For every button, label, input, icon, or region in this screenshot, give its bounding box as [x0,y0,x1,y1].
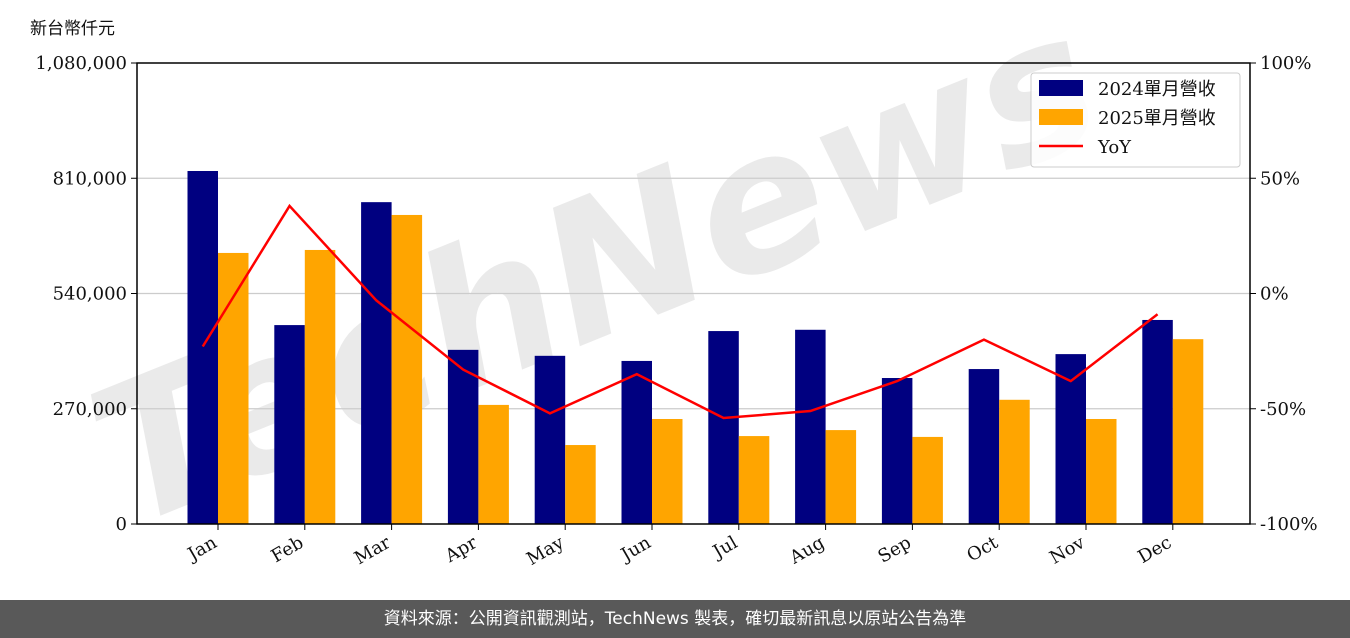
x-tick-label: May [523,532,568,570]
bar-2024單月營收-Aug [795,329,826,524]
x-tick-label: Nov [1046,532,1089,569]
x-tick-label: Feb [268,532,308,567]
bar-2025單月營收-Jul [738,436,770,524]
x-tick-label: Apr [441,532,481,567]
bar-2024單月營收-Apr [447,349,479,524]
y2-tick-label: 100% [1260,53,1311,74]
bar-2024單月營收-Mar [361,202,392,525]
y2-tick-label: 0% [1260,284,1289,305]
legend-label: 2024單月營收 [1098,79,1216,100]
bar-2025單月營收-Apr [478,404,509,524]
bar-2025單月營收-Jan [218,252,249,524]
legend: 2024單月營收 2025單月營收 YoY [1030,72,1241,168]
bar-2024單月營收-Jun [621,360,652,524]
bar-2025單月營收-Jun [652,418,683,524]
x-tick-label: Sep [875,532,915,567]
bar-2025單月營收-Aug [825,430,857,524]
source-footer: 資料來源：公開資訊觀測站，TechNews 製表，確切最新訊息以原站公告為準 [0,600,1350,638]
legend-label: YoY [1097,137,1132,158]
y-tick-label: 1,080,000 [35,53,127,74]
y-tick-label: 810,000 [53,168,127,189]
revenue-chart: TechNews0270,000540,000810,0001,080,000-… [35,0,1318,570]
y2-tick-label: -50% [1260,399,1306,420]
y-tick-label: 0 [116,514,127,535]
legend-box [1030,72,1241,168]
bar-2025單月營收-May [565,445,596,524]
y-tick-label: 540,000 [53,284,127,305]
legend-swatch [1039,109,1083,125]
bar-2025單月營收-Oct [999,399,1030,524]
bar-2025單月營收-Sep [912,436,943,524]
x-tick-label: Jun [616,532,655,567]
bar-2024單月營收-May [534,355,566,524]
bar-2025單月營收-Nov [1086,418,1117,524]
legend-label: 2025單月營收 [1098,108,1216,129]
bar-2024單月營收-Oct [968,369,1000,524]
x-tick-label: Oct [963,532,1002,567]
y-tick-label: 270,000 [53,399,127,420]
y2-tick-label: 50% [1260,168,1300,189]
x-tick-label: Aug [785,532,828,569]
x-tick-label: Dec [1134,532,1175,568]
yoy-line [201,203,1159,420]
legend-swatch [1039,80,1083,96]
x-tick-label: Jul [708,532,742,564]
bar-2024單月營收-Jan [187,170,218,524]
bar-2025單月營收-Dec [1172,339,1204,524]
bar-2025單月營收-Feb [304,249,336,524]
bar-2024單月營收-Sep [881,378,913,524]
bar-2025單月營收-Mar [391,214,423,524]
bar-2024單月營收-Jul [708,331,739,524]
plot-frame [136,62,1251,525]
y-axis-unit-label: 新台幣仟元 [30,19,115,39]
x-tick-label: Mar [351,532,395,569]
bar-2024單月營收-Dec [1142,319,1173,524]
y2-tick-label: -100% [1260,514,1318,535]
bar-2024單月營收-Feb [274,325,305,524]
